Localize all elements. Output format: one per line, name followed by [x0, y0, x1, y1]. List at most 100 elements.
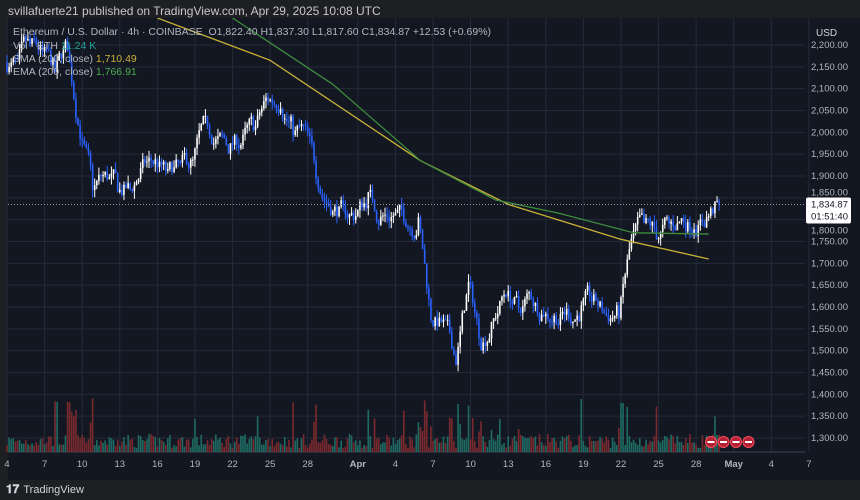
candle	[693, 229, 695, 233]
volume-bar	[630, 442, 633, 452]
candle	[14, 58, 17, 60]
candle	[319, 187, 322, 194]
candle	[66, 40, 69, 52]
volume-bar	[321, 440, 324, 452]
candle	[185, 152, 188, 164]
candle	[570, 318, 572, 324]
volume-bar	[106, 444, 109, 452]
candle	[676, 223, 679, 231]
volume-bar	[227, 436, 230, 452]
volume-bar	[200, 434, 203, 452]
volume-bar	[557, 447, 560, 452]
price-tick: 1,450.00	[811, 368, 848, 379]
volume-bar	[45, 442, 48, 452]
candle	[522, 306, 524, 313]
candle	[114, 169, 117, 174]
candle	[121, 189, 123, 195]
legend-sma[interactable]: SMA (200, close) 1,710.49	[13, 53, 137, 65]
legend-volume[interactable]: Vol · ETH 11.24 K	[13, 40, 96, 52]
candle	[526, 293, 528, 299]
volume-bar	[434, 439, 436, 452]
candle	[687, 222, 689, 232]
candle	[33, 38, 35, 40]
candle	[250, 116, 253, 120]
volume-bar	[382, 442, 384, 452]
volume-bar	[85, 442, 88, 452]
volume-bar	[192, 438, 194, 452]
volume-bar	[528, 437, 530, 452]
candle	[707, 215, 710, 218]
volume-bar	[331, 446, 334, 452]
price-tick: 2,200.00	[811, 40, 848, 51]
candle	[118, 189, 121, 193]
volume-bar	[75, 410, 77, 452]
time-tick: 28	[691, 459, 702, 470]
volume-bar	[100, 440, 102, 452]
volume-label: Vol · ETH	[13, 40, 58, 52]
volume-bar	[58, 444, 61, 452]
candle	[75, 98, 77, 118]
volume-bar	[231, 447, 234, 452]
candle	[634, 224, 637, 231]
candle	[384, 214, 386, 216]
candle	[417, 217, 420, 236]
volume-bar	[691, 442, 693, 452]
volume-bar	[593, 441, 595, 452]
candle	[565, 308, 568, 315]
candle	[534, 302, 537, 307]
volume-bar	[248, 438, 251, 452]
volume-bar	[162, 441, 165, 452]
candle	[455, 354, 457, 365]
candle	[187, 163, 190, 168]
volume-bar	[400, 435, 403, 452]
volume-bar	[41, 438, 44, 452]
volume-bar	[695, 444, 697, 452]
volume-bar	[208, 444, 211, 452]
last-price-tag	[806, 197, 851, 224]
volume-bar	[513, 435, 516, 452]
volume-bar	[549, 442, 551, 452]
volume-bar	[459, 423, 461, 452]
volume-bar	[167, 438, 169, 452]
price-tick: 1,850.00	[811, 187, 848, 198]
candle	[357, 210, 359, 216]
sma-200-line	[157, 18, 709, 260]
legend-ema[interactable]: EMA (200, close) 1,766.91	[13, 66, 137, 78]
volume-bar	[252, 439, 255, 452]
last-price-value: 1,834.87	[811, 199, 848, 210]
volume-bar	[338, 447, 340, 452]
volume-bar	[371, 447, 374, 452]
candle	[478, 318, 480, 339]
volume-bar	[674, 443, 677, 452]
candle	[317, 178, 319, 188]
candle	[538, 313, 541, 322]
volume-bar	[158, 438, 161, 452]
candle	[242, 134, 244, 146]
candle	[73, 82, 75, 99]
volume-bar	[363, 445, 365, 452]
volume-bar	[29, 445, 31, 452]
candle	[616, 305, 618, 316]
candle	[311, 136, 313, 143]
candle	[175, 159, 177, 168]
candle	[599, 301, 601, 307]
candle	[574, 319, 576, 322]
candle	[41, 44, 44, 52]
candle	[532, 299, 535, 307]
volume-bar	[415, 434, 418, 452]
candle	[346, 213, 349, 218]
candle	[85, 144, 88, 148]
candle	[492, 318, 495, 322]
volume-bar	[509, 446, 512, 452]
candle	[37, 44, 40, 51]
tradingview-logo[interactable]: 𝟏𝟕 TradingView	[6, 482, 84, 497]
time-tick: 13	[114, 459, 125, 470]
price-chart[interactable]: USD 1,300.00 1,350.00 1,400.00 1,450.00 1,500…	[0, 18, 860, 480]
sma-label: SMA (200, close)	[13, 53, 93, 65]
ema-200-line	[232, 18, 709, 235]
volume-bar	[616, 445, 618, 452]
sma-value: 1,710.49	[95, 53, 137, 65]
volume-bar	[561, 436, 564, 452]
volume-bar	[469, 439, 472, 452]
candle	[181, 154, 184, 163]
